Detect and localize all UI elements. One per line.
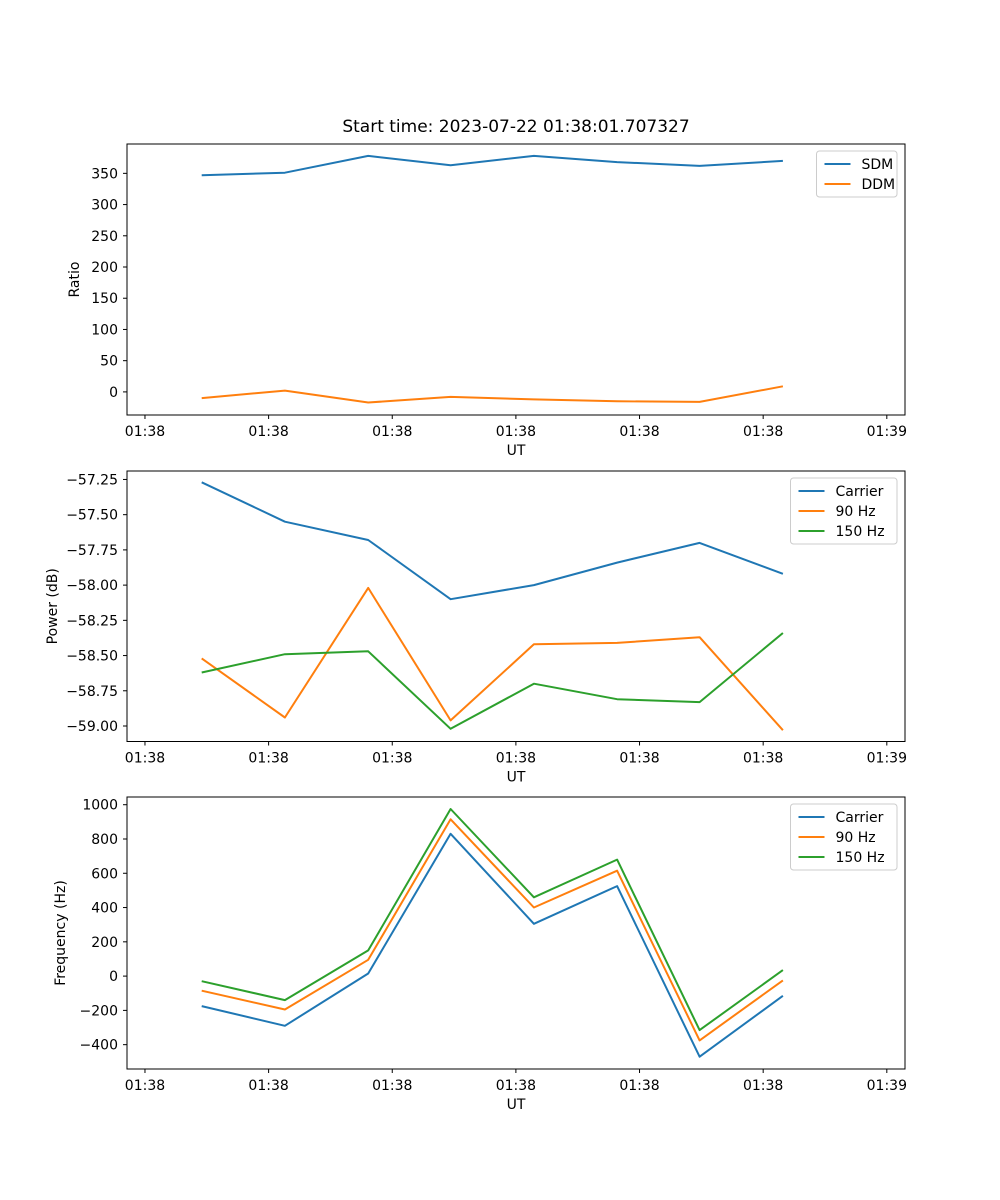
chart-2-power-db-: −57.25 −57.50 −57.75 −58.00 −58.25 −58.50 −58.… — [45, 470, 907, 786]
legend: Carrier 90 Hz 150 Hz — [790, 803, 898, 871]
chart-3-frequency-hz-: −400 −200 0 200 400 600 800 1000 01:38 01:38 01:38… — [53, 796, 907, 1113]
x-tick-label: 01:38 — [248, 424, 288, 440]
y-tick-label: 100 — [91, 322, 118, 338]
x-tick-label: 01:38 — [248, 751, 288, 767]
x-tick-label: 01:38 — [372, 751, 412, 767]
figure-title: Start time: 2023-07-22 01:38:01.707327 — [342, 117, 690, 137]
line-carrier — [201, 832, 784, 1058]
y-axis-label: Ratio — [67, 262, 83, 298]
y-tick-label: −400 — [80, 1038, 118, 1054]
y-tick-label: 200 — [91, 260, 118, 276]
line-carrier — [201, 481, 784, 601]
y-tick-label: 50 — [100, 354, 118, 370]
x-tick-label: 01:39 — [867, 751, 907, 767]
legend-box — [790, 803, 898, 871]
legend-box — [790, 477, 898, 545]
line-sdm — [201, 154, 783, 177]
legend-label: 90 Hz — [836, 830, 876, 846]
y-tick-label: −58.00 — [66, 578, 118, 594]
x-tick-label: 01:39 — [867, 424, 907, 440]
y-tick-label: 300 — [91, 198, 118, 214]
y-tick-label: −58.50 — [66, 649, 118, 665]
y-tick-label: −57.75 — [66, 543, 118, 559]
line-150-hz — [201, 632, 784, 730]
x-tick-label: 01:38 — [372, 1078, 412, 1094]
x-tick-label: 01:38 — [372, 424, 412, 440]
legend-label: DDM — [862, 177, 896, 193]
axes-frame — [126, 796, 906, 1070]
y-tick-label: −58.75 — [66, 684, 118, 700]
y-axis-label: Frequency (Hz) — [53, 880, 69, 986]
y-tick-label: −58.25 — [66, 613, 118, 629]
y-tick-label: 0 — [109, 969, 118, 985]
x-tick-label: 01:38 — [496, 424, 536, 440]
line-90-hz — [201, 818, 784, 1042]
y-tick-label: 800 — [91, 832, 118, 848]
x-tick-label: 01:38 — [125, 424, 165, 440]
x-tick-label: 01:39 — [867, 1078, 907, 1094]
legend-label: 150 Hz — [836, 850, 885, 866]
x-tick-label: 01:38 — [496, 751, 536, 767]
x-tick-label: 01:38 — [743, 751, 783, 767]
line-150-hz — [201, 808, 784, 1032]
chart-1-ratio: 0 50 100 150 200 250 300 350 01:38 01:38 01:38 01:3… — [67, 143, 907, 459]
x-tick-label: 01:38 — [619, 751, 659, 767]
y-tick-label: 0 — [109, 385, 118, 401]
legend-label: Carrier — [836, 484, 884, 500]
legend: SDM DDM — [816, 150, 898, 198]
legend-label: 150 Hz — [836, 524, 885, 540]
x-tick-label: 01:38 — [248, 1078, 288, 1094]
x-tick-label: 01:38 — [743, 424, 783, 440]
axes-frame — [126, 143, 906, 416]
y-tick-label: 200 — [91, 935, 118, 951]
y-tick-label: −200 — [80, 1003, 118, 1019]
y-tick-label: 350 — [91, 166, 118, 182]
x-axis-label: UT — [507, 1097, 526, 1113]
x-tick-label: 01:38 — [743, 1078, 783, 1094]
y-tick-label: −57.50 — [66, 508, 118, 524]
legend-label: 90 Hz — [836, 504, 876, 520]
legend-box — [816, 150, 898, 198]
x-tick-label: 01:38 — [619, 1078, 659, 1094]
line-ddm — [201, 385, 784, 404]
line-90-hz — [201, 586, 784, 731]
y-tick-label: 400 — [91, 901, 118, 917]
legend-label: SDM — [862, 157, 894, 173]
y-tick-label: 600 — [91, 866, 118, 882]
y-tick-label: 150 — [91, 291, 118, 307]
x-axis-label: UT — [507, 443, 526, 459]
legend: Carrier 90 Hz 150 Hz — [790, 477, 898, 545]
y-tick-label: −59.00 — [66, 719, 118, 735]
x-tick-label: 01:38 — [619, 424, 659, 440]
x-tick-label: 01:38 — [496, 1078, 536, 1094]
legend-label: Carrier — [836, 810, 884, 826]
y-tick-label: −57.25 — [66, 472, 118, 488]
y-tick-label: 1000 — [82, 798, 118, 814]
x-tick-label: 01:38 — [125, 1078, 165, 1094]
y-tick-label: 250 — [91, 229, 118, 245]
x-axis-label: UT — [507, 770, 526, 786]
y-axis-label: Power (dB) — [45, 568, 61, 644]
axes-frame — [126, 470, 906, 742]
x-tick-label: 01:38 — [125, 751, 165, 767]
